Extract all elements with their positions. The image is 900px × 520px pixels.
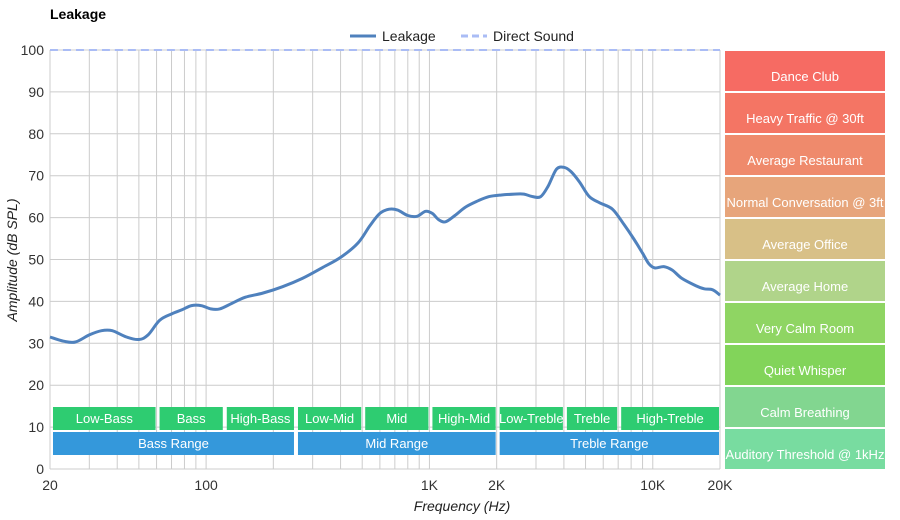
x-tick-label: 20K bbox=[708, 477, 734, 493]
y-tick-label: 20 bbox=[28, 377, 44, 393]
y-tick-label: 70 bbox=[28, 168, 44, 184]
band-label: Bass bbox=[177, 411, 206, 426]
range-label: Treble Range bbox=[570, 436, 648, 451]
band-label: High-Bass bbox=[230, 411, 290, 426]
band-label: High-Mid bbox=[438, 411, 490, 426]
ref-level-box bbox=[725, 387, 885, 427]
y-tick-label: 80 bbox=[28, 126, 44, 142]
reference-levels: Dance Club Heavy Traffic @ 30ft Average Re… bbox=[725, 51, 885, 469]
series-line-leakage bbox=[49, 165, 721, 344]
ref-level-box bbox=[725, 93, 885, 133]
ref-level-label: Auditory Threshold @ 1kHz bbox=[726, 447, 885, 462]
x-tick-label: 20 bbox=[42, 477, 58, 493]
band-label: Low-Treble bbox=[499, 411, 564, 426]
band-low-mid bbox=[297, 407, 362, 430]
band-high-treble bbox=[621, 407, 719, 430]
band-treble bbox=[566, 407, 618, 430]
ref-level-box bbox=[725, 177, 885, 217]
range-treble-range bbox=[499, 432, 719, 455]
ref-level-box bbox=[725, 135, 885, 175]
y-axis-title: Amplitude (dB SPL) bbox=[4, 199, 20, 323]
band-label: Low-Mid bbox=[305, 411, 354, 426]
x-tick-label: 2K bbox=[488, 477, 506, 493]
y-axis-ticks: 0 10 20 30 40 50 60 70 80 90 100 bbox=[21, 42, 45, 477]
ref-level-label: Average Restaurant bbox=[747, 153, 863, 168]
x-axis-title: Frequency (Hz) bbox=[414, 498, 510, 514]
ref-level-label: Calm Breathing bbox=[760, 405, 850, 420]
range-bass-range bbox=[53, 432, 294, 455]
legend-leakage-label: Leakage bbox=[382, 28, 436, 44]
frequency-bands: Low-Bass Bass High-Bass Low-Mid Mid High-Mid L… bbox=[53, 407, 719, 455]
y-tick-label: 50 bbox=[28, 252, 44, 268]
range-mid-range bbox=[297, 432, 496, 455]
band-label: Treble bbox=[574, 411, 610, 426]
ref-level-box bbox=[725, 429, 885, 469]
y-tick-label: 40 bbox=[28, 293, 44, 309]
ref-level-label: Dance Club bbox=[771, 69, 839, 84]
y-tick-label: 0 bbox=[36, 461, 44, 477]
y-tick-label: 30 bbox=[28, 335, 44, 351]
band-label: High-Treble bbox=[636, 411, 703, 426]
y-tick-label: 60 bbox=[28, 210, 44, 226]
range-label: Mid Range bbox=[365, 436, 428, 451]
grid bbox=[49, 49, 721, 470]
ref-level-label: Heavy Traffic @ 30ft bbox=[746, 111, 864, 126]
ref-level-box bbox=[725, 51, 885, 91]
band-high-mid bbox=[432, 407, 496, 430]
y-tick-label: 90 bbox=[28, 84, 44, 100]
series-lines bbox=[49, 48, 721, 344]
ref-level-box bbox=[725, 303, 885, 343]
ref-level-box bbox=[725, 261, 885, 301]
x-axis-ticks: 20 100 1K 2K 10K 20K bbox=[42, 477, 733, 493]
ref-level-box bbox=[725, 345, 885, 385]
range-label: Bass Range bbox=[138, 436, 209, 451]
band-label: Mid bbox=[386, 411, 407, 426]
ref-level-label: Average Home bbox=[762, 279, 848, 294]
ref-level-label: Normal Conversation @ 3ft bbox=[727, 195, 884, 210]
legend: Leakage Direct Sound bbox=[350, 28, 574, 44]
y-tick-label: 100 bbox=[21, 42, 45, 58]
x-tick-label: 100 bbox=[194, 477, 218, 493]
band-low-treble bbox=[499, 407, 563, 430]
ref-level-label: Average Office bbox=[762, 237, 848, 252]
band-low-bass bbox=[53, 407, 156, 430]
band-high-bass bbox=[226, 407, 294, 430]
band-mid bbox=[365, 407, 429, 430]
y-tick-label: 10 bbox=[28, 419, 44, 435]
band-bass bbox=[159, 407, 223, 430]
x-tick-label: 1K bbox=[421, 477, 439, 493]
band-label: Low-Bass bbox=[76, 411, 134, 426]
x-tick-label: 10K bbox=[640, 477, 666, 493]
chart-title: Leakage bbox=[50, 6, 106, 22]
ref-level-box bbox=[725, 219, 885, 259]
legend-direct-sound-label: Direct Sound bbox=[493, 28, 574, 44]
ref-level-label: Quiet Whisper bbox=[764, 363, 847, 378]
ref-level-label: Very Calm Room bbox=[756, 321, 854, 336]
